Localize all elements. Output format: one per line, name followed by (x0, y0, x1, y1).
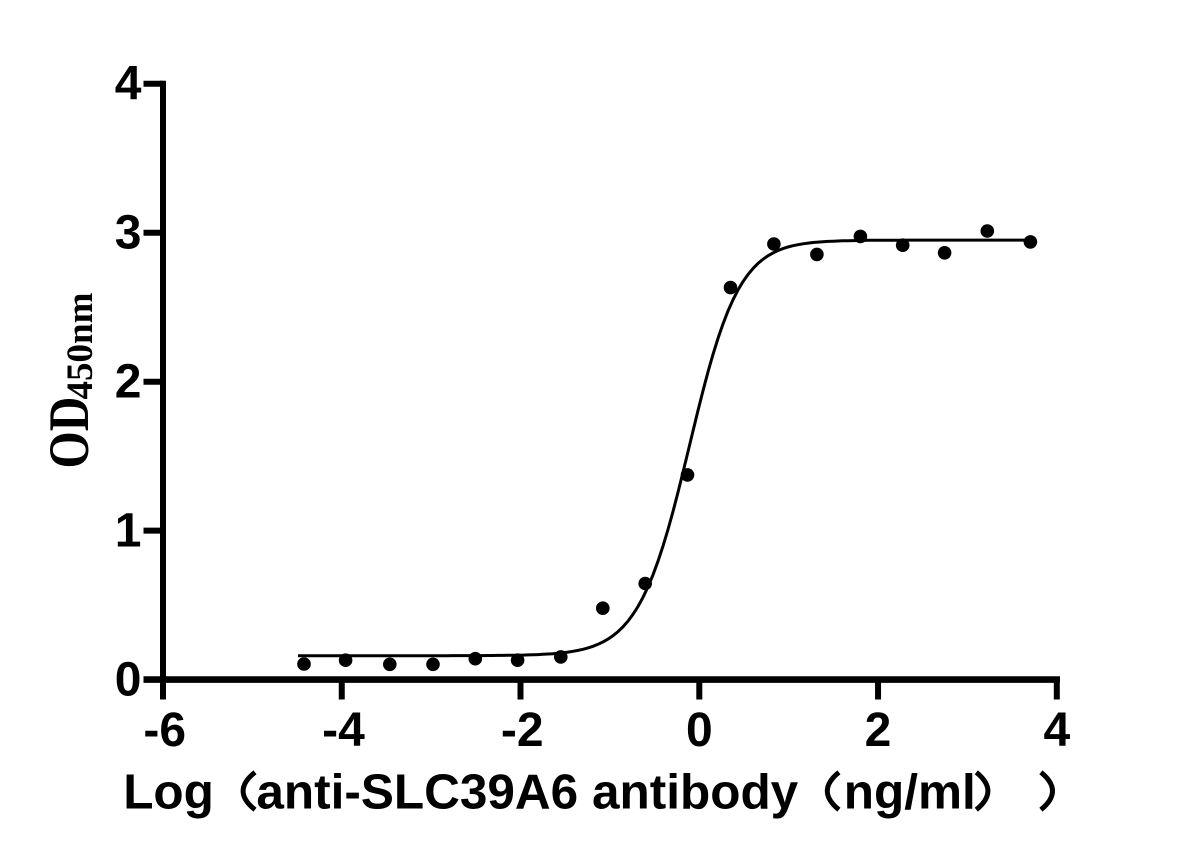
svg-text:Log: Log (123, 764, 214, 819)
svg-text:ng/ml: ng/ml (844, 764, 976, 819)
svg-text:0: 0 (115, 653, 142, 706)
svg-text:1: 1 (115, 504, 142, 557)
svg-text:4: 4 (1043, 704, 1070, 757)
svg-text:2: 2 (115, 356, 142, 409)
svg-text:-6: -6 (143, 704, 186, 757)
svg-text:-2: -2 (501, 704, 544, 757)
svg-text:anti-SLC39A6 antibody: anti-SLC39A6 antibody (256, 764, 798, 819)
svg-text:3: 3 (115, 207, 142, 260)
svg-text:2: 2 (865, 704, 892, 757)
svg-text:OD: OD (38, 397, 101, 469)
svg-text:0: 0 (686, 704, 713, 757)
svg-text:-4: -4 (322, 704, 365, 757)
svg-text:450nm: 450nm (60, 292, 101, 399)
svg-text:4: 4 (115, 58, 142, 111)
